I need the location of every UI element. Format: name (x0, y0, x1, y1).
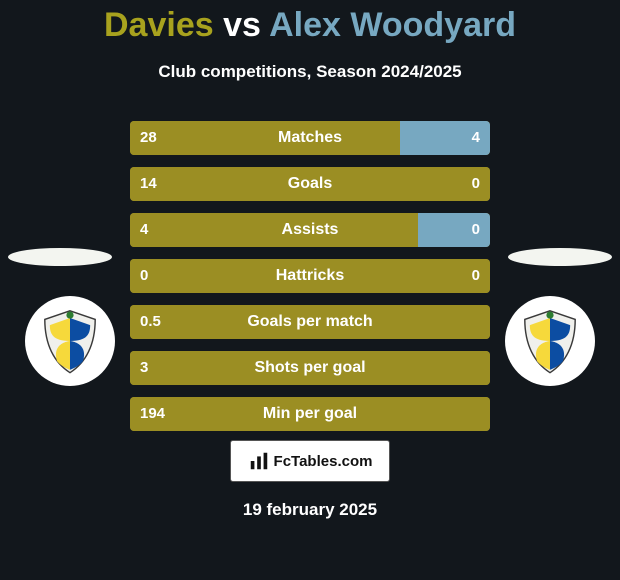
title-player-2: Alex Woodyard (269, 6, 516, 44)
bar-label: Shots per goal (130, 351, 490, 385)
left-club-crest (25, 296, 115, 386)
bar-chart-icon (248, 450, 270, 472)
stat-bar-row: 00Hattricks (130, 259, 490, 293)
shield-icon (34, 305, 106, 377)
stat-bar-row: 284Matches (130, 121, 490, 155)
fctables-logo-text: FcTables.com (274, 453, 373, 470)
stat-bar-row: 3Shots per goal (130, 351, 490, 385)
shield-icon (514, 305, 586, 377)
bar-label: Matches (130, 121, 490, 155)
right-club-crest (505, 296, 595, 386)
comparison-infographic: Davies vs Alex Woodyard Club competition… (0, 0, 620, 580)
page-title: Davies vs Alex Woodyard (0, 6, 620, 45)
stat-bar-row: 0.5Goals per match (130, 305, 490, 339)
left-base-ellipse (8, 248, 112, 266)
stat-bar-row: 40Assists (130, 213, 490, 247)
stat-bar-row: 140Goals (130, 167, 490, 201)
title-vs: vs (223, 6, 261, 44)
subtitle: Club competitions, Season 2024/2025 (0, 62, 620, 82)
bar-label: Goals per match (130, 305, 490, 339)
right-base-ellipse (508, 248, 612, 266)
bar-label: Goals (130, 167, 490, 201)
bar-label: Hattricks (130, 259, 490, 293)
fctables-logo: FcTables.com (230, 440, 390, 482)
footer-date: 19 february 2025 (0, 500, 620, 520)
stat-bar-row: 194Min per goal (130, 397, 490, 431)
stat-bars: 284Matches 140Goals 40Assists 00Hattricks 0.… (130, 121, 490, 443)
title-player-1: Davies (104, 6, 214, 44)
bar-label: Min per goal (130, 397, 490, 431)
bar-label: Assists (130, 213, 490, 247)
